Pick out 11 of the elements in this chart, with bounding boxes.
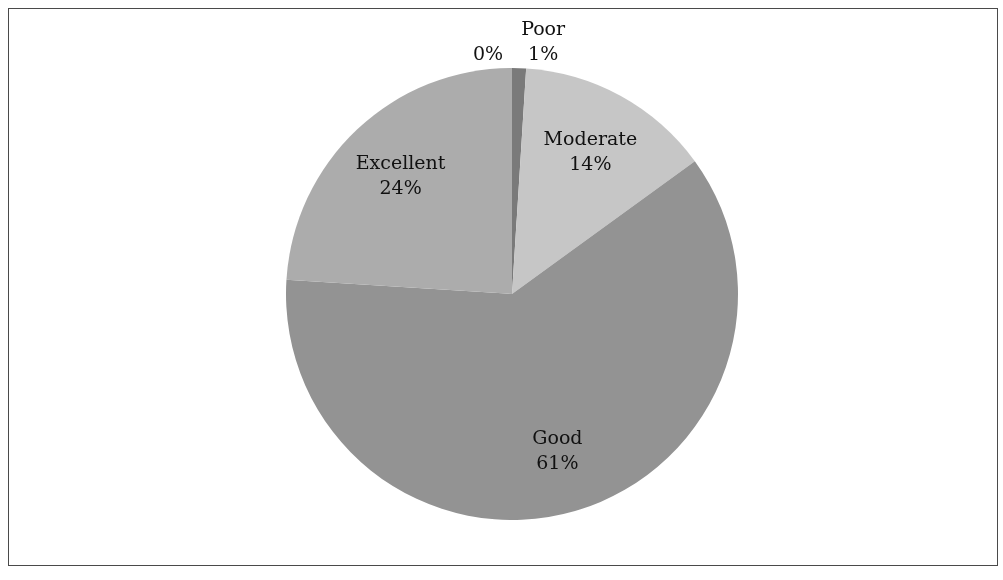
pie-slice <box>286 68 512 294</box>
slice-label: Excellent <box>355 151 446 174</box>
text: 0% <box>472 42 504 64</box>
pie-slice <box>512 68 695 294</box>
slice-label: Moderate <box>543 127 638 150</box>
data-label: 1% <box>528 42 559 65</box>
data-label: 61% <box>536 451 579 474</box>
data-label: 14% <box>569 152 612 175</box>
slice-label: Poor <box>521 17 567 40</box>
data-label: 24% <box>379 176 422 199</box>
slice-label: Good <box>532 426 583 449</box>
